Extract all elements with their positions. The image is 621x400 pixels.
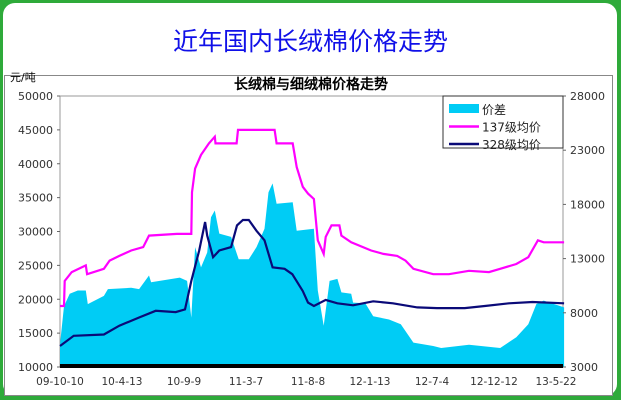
x-tick-label: 09-10-10 [36, 376, 84, 388]
legend-label: 价差 [482, 103, 506, 117]
y-right-tick-label: 3000 [570, 361, 598, 374]
x-axis-baseline [60, 364, 563, 368]
legend-swatch [449, 104, 479, 113]
y-left-tick-label: 40000 [18, 158, 53, 171]
x-tick-label: 11-8-8 [291, 376, 325, 388]
page-title: 近年国内长绒棉价格走势 [172, 27, 448, 56]
y-right-tick-label: 28000 [570, 90, 605, 103]
x-tick-label: 10-9-9 [167, 376, 201, 388]
series-area-price-diff [60, 183, 565, 367]
y-left-tick-label: 30000 [18, 226, 53, 239]
x-tick-label: 10-4-13 [102, 376, 143, 388]
x-tick-label: 12-7-4 [415, 376, 450, 388]
series-line-1 [60, 128, 565, 308]
y-left-tick-label: 50000 [18, 90, 53, 103]
y-left-tick-label: 20000 [18, 293, 53, 306]
x-tick-label: 12-12-12 [470, 376, 518, 388]
y-right-tick-label: 23000 [570, 144, 605, 157]
y-left-tick-label: 15000 [18, 327, 53, 340]
x-tick-label: 12-1-13 [350, 376, 391, 388]
y-right-tick-label: 8000 [570, 307, 598, 320]
legend-label: 137级均价 [482, 121, 541, 135]
x-tick-label: 13-5-22 [536, 376, 577, 388]
legend-label: 328级均价 [482, 138, 541, 152]
y-right-tick-label: 13000 [570, 253, 605, 266]
chart-title: 长绒棉与细绒棉价格走势 [234, 76, 388, 93]
y-left-tick-label: 45000 [18, 124, 53, 137]
series-line-2 [59, 218, 565, 347]
y-left-tick-label: 35000 [18, 192, 53, 205]
y-axis-unit: 元/吨 [10, 71, 36, 84]
y-left-tick-label: 10000 [18, 361, 53, 374]
x-tick-label: 11-3-7 [229, 376, 263, 388]
y-right-tick-label: 18000 [570, 198, 605, 211]
y-left-tick-label: 25000 [18, 259, 53, 272]
